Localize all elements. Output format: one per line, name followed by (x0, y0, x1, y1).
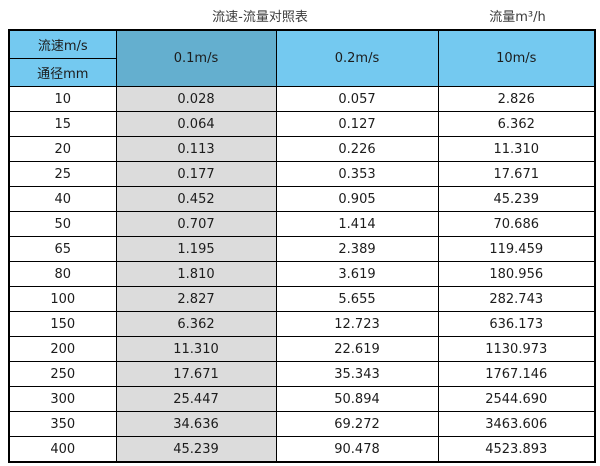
value-cell-0-2ms: 3.619 (275, 261, 439, 287)
value-cell-10ms: 2.826 (437, 86, 596, 112)
value-cell-10ms: 70.686 (437, 211, 596, 237)
column-header-10ms: 10m/s (437, 29, 596, 87)
table-row: 400 45.239 90.478 4523.893 (8, 436, 596, 463)
value-cell-10ms: 45.239 (437, 186, 596, 212)
value-cell-0-2ms: 1.414 (275, 211, 439, 237)
value-cell-0-1ms: 2.827 (115, 286, 277, 312)
table-row: 250 17.671 35.343 1767.146 (8, 361, 596, 387)
diameter-cell: 20 (8, 136, 117, 162)
table-row: 10 0.028 0.057 2.826 (8, 86, 596, 112)
value-cell-0-2ms: 12.723 (275, 311, 439, 337)
value-cell-0-1ms: 0.064 (115, 111, 277, 137)
value-cell-0-2ms: 90.478 (275, 436, 439, 463)
value-cell-10ms: 11.310 (437, 136, 596, 162)
value-cell-10ms: 4523.893 (437, 436, 596, 463)
diameter-cell: 80 (8, 261, 117, 287)
value-cell-0-2ms: 35.343 (275, 361, 439, 387)
value-cell-0-2ms: 5.655 (275, 286, 439, 312)
value-cell-0-1ms: 17.671 (115, 361, 277, 387)
flow-unit-label: 流量m³/h (489, 10, 546, 25)
table-row: 15 0.064 0.127 6.362 (8, 111, 596, 137)
value-cell-0-1ms: 0.177 (115, 161, 277, 187)
diameter-cell: 25 (8, 161, 117, 187)
corner-diameter-label: 通径mm (8, 58, 117, 87)
table-row: 100 2.827 5.655 282.743 (8, 286, 596, 312)
value-cell-0-2ms: 0.127 (275, 111, 439, 137)
table-row: 80 1.810 3.619 180.956 (8, 261, 596, 287)
value-cell-10ms: 119.459 (437, 236, 596, 262)
header-row-top: 流速m/s 0.1m/s 0.2m/s 10m/s (8, 29, 596, 87)
value-cell-0-1ms: 1.195 (115, 236, 277, 262)
diameter-cell: 400 (8, 436, 117, 463)
value-cell-0-2ms: 0.226 (275, 136, 439, 162)
value-cell-0-1ms: 34.636 (115, 411, 277, 437)
value-cell-0-1ms: 0.113 (115, 136, 277, 162)
value-cell-10ms: 180.956 (437, 261, 596, 287)
diameter-cell: 65 (8, 236, 117, 262)
table-row: 20 0.113 0.226 11.310 (8, 136, 596, 162)
value-cell-10ms: 6.362 (437, 111, 596, 137)
value-cell-10ms: 1767.146 (437, 361, 596, 387)
value-cell-0-2ms: 2.389 (275, 236, 439, 262)
diameter-cell: 40 (8, 186, 117, 212)
value-cell-10ms: 2544.690 (437, 386, 596, 412)
table-row: 25 0.177 0.353 17.671 (8, 161, 596, 187)
table-row: 200 11.310 22.619 1130.973 (8, 336, 596, 362)
corner-velocity-label: 流速m/s (8, 29, 117, 59)
flow-rate-table: 流速m/s 0.1m/s 0.2m/s 10m/s 通径mm 10 0.028 … (8, 29, 596, 463)
header-row-bottom: 通径mm (8, 58, 595, 87)
table-row: 50 0.707 1.414 70.686 (8, 211, 596, 237)
value-cell-0-2ms: 0.057 (275, 86, 439, 112)
diameter-cell: 10 (8, 86, 117, 112)
value-cell-0-1ms: 25.447 (115, 386, 277, 412)
value-cell-10ms: 17.671 (437, 161, 596, 187)
value-cell-0-2ms: 50.894 (275, 386, 439, 412)
table-title: 流速-流量对照表 (212, 10, 308, 25)
value-cell-0-1ms: 0.707 (115, 211, 277, 237)
value-cell-0-2ms: 0.905 (275, 186, 439, 212)
diameter-cell: 50 (8, 211, 117, 237)
table-row: 350 34.636 69.272 3463.606 (8, 411, 596, 437)
diameter-cell: 200 (8, 336, 117, 362)
diameter-cell: 100 (8, 286, 117, 312)
value-cell-10ms: 636.173 (437, 311, 596, 337)
value-cell-0-2ms: 0.353 (275, 161, 439, 187)
value-cell-0-2ms: 69.272 (275, 411, 439, 437)
diameter-cell: 350 (8, 411, 117, 437)
table-row: 300 25.447 50.894 2544.690 (8, 386, 596, 412)
value-cell-0-1ms: 11.310 (115, 336, 277, 362)
value-cell-0-1ms: 45.239 (115, 436, 277, 463)
table-row: 150 6.362 12.723 636.173 (8, 311, 596, 337)
table-row: 65 1.195 2.389 119.459 (8, 236, 596, 262)
value-cell-10ms: 1130.973 (437, 336, 596, 362)
column-header-0-2ms: 0.2m/s (275, 29, 439, 87)
value-cell-0-1ms: 0.452 (115, 186, 277, 212)
caption-bar: 流速-流量对照表 流量m³/h (0, 0, 600, 28)
value-cell-0-1ms: 1.810 (115, 261, 277, 287)
diameter-cell: 250 (8, 361, 117, 387)
value-cell-0-2ms: 22.619 (275, 336, 439, 362)
value-cell-10ms: 282.743 (437, 286, 596, 312)
value-cell-0-1ms: 0.028 (115, 86, 277, 112)
value-cell-0-1ms: 6.362 (115, 311, 277, 337)
column-header-0-1ms: 0.1m/s (115, 29, 277, 87)
diameter-cell: 15 (8, 111, 117, 137)
value-cell-10ms: 3463.606 (437, 411, 596, 437)
diameter-cell: 150 (8, 311, 117, 337)
diameter-cell: 300 (8, 386, 117, 412)
table-row: 40 0.452 0.905 45.239 (8, 186, 596, 212)
